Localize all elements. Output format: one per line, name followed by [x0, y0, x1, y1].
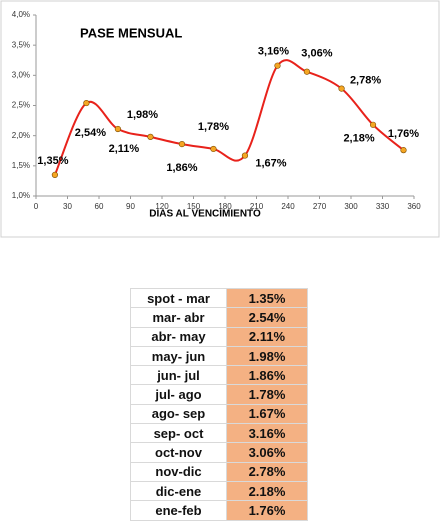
point — [114, 125, 121, 133]
point — [147, 133, 154, 140]
value-cell: 2.11% — [226, 326, 308, 347]
table-row: abr- may 2.11% — [130, 326, 308, 347]
period-cell: ene-feb — [130, 500, 227, 521]
chart: PASE MENSUAL DIAS AL VENCIMIENTO 1,0% 1,5… — [0, 0, 440, 238]
value-label: 3,16% — [258, 46, 289, 58]
value-label: 2,54% — [75, 127, 106, 139]
value-cell: 1.35% — [226, 287, 308, 309]
table-row: jun- jul 1.86% — [130, 365, 308, 386]
table-row: nov-dic 2.78% — [130, 461, 308, 482]
point — [369, 121, 377, 128]
value-label: 1,67% — [255, 157, 286, 169]
x-tick-label: 330 — [376, 202, 390, 211]
table-row: mar- abr 2.54% — [130, 307, 308, 328]
x-tick-label: 210 — [250, 202, 264, 211]
y-tick-label: 3,0% — [12, 70, 30, 79]
value-label: 1,35% — [37, 155, 68, 167]
x-tick-label: 240 — [281, 202, 295, 211]
value-cell: 2.54% — [226, 307, 308, 328]
point — [241, 152, 249, 159]
x-tick-label: 0 — [34, 202, 39, 211]
period-cell: ago- sep — [130, 403, 227, 425]
period-cell: mar- abr — [130, 307, 227, 328]
chart-frame — [0, 0, 440, 238]
period-cell: sep- oct — [130, 423, 227, 444]
value-label: 2,18% — [343, 133, 374, 145]
x-axis-label: DIAS AL VENCIMIENTO — [149, 209, 261, 220]
value-cell: 1.98% — [226, 345, 308, 367]
period-cell: oct-nov — [130, 442, 227, 463]
point — [274, 62, 281, 69]
value-label: 2,78% — [350, 75, 381, 87]
period-cell: abr- may — [130, 326, 227, 347]
table-row: ago- sep 1.67% — [130, 403, 308, 425]
x-tick-label: 270 — [313, 202, 327, 211]
y-tick-label: 1,5% — [12, 161, 30, 170]
table-row: may- jun 1.98% — [130, 345, 308, 367]
value-cell: 1.67% — [226, 403, 308, 425]
value-label: 1,86% — [166, 162, 197, 174]
point — [83, 99, 90, 107]
x-tick-label: 180 — [218, 202, 232, 211]
y-tick-label: 3,5% — [12, 40, 30, 49]
point — [51, 171, 59, 178]
value-label: 2,11% — [109, 143, 140, 155]
x-tick-label: 90 — [126, 202, 135, 211]
value-cell: 1.78% — [226, 384, 308, 405]
table-row: oct-nov 3.06% — [130, 442, 308, 463]
data-table: spot - mar 1.35% mar- abr 2.54% abr- may 2.11… — [130, 287, 308, 521]
value-cell: 1.86% — [226, 365, 308, 386]
value-cell: 2.18% — [226, 480, 308, 502]
value-label: 3,06% — [301, 48, 332, 60]
value-label: 1,98% — [127, 109, 158, 121]
table-row: dic-ene 2.18% — [130, 480, 308, 502]
y-tick-label: 1,0% — [12, 191, 30, 200]
y-tick-label: 4,0% — [12, 10, 30, 19]
period-cell: jun- jul — [130, 365, 227, 386]
point — [338, 85, 345, 92]
period-cell: jul- ago — [130, 384, 227, 405]
x-tick-label: 120 — [155, 202, 169, 211]
period-cell: nov-dic — [130, 461, 227, 482]
table-row: sep- oct 3.16% — [130, 423, 308, 444]
point — [303, 68, 311, 75]
x-tick-label: 360 — [407, 202, 421, 211]
x-tick-label: 60 — [95, 202, 104, 211]
table-row: spot - mar 1.35% — [130, 287, 308, 309]
x-tick-label: 150 — [187, 202, 201, 211]
y-tick-label: 2,0% — [12, 131, 30, 140]
value-cell: 2.78% — [226, 461, 308, 482]
value-label: 1,76% — [388, 128, 419, 140]
period-cell: may- jun — [130, 345, 227, 367]
y-tick-label: 2,5% — [12, 101, 30, 110]
x-tick-label: 30 — [63, 202, 72, 211]
chart-title: PASE MENSUAL — [80, 25, 182, 40]
value-cell: 3.06% — [226, 442, 308, 463]
table-row: jul- ago 1.78% — [130, 384, 308, 405]
value-cell: 3.16% — [226, 423, 308, 444]
table-row: ene-feb 1.76% — [130, 500, 308, 521]
point — [178, 141, 186, 148]
point — [210, 145, 217, 153]
x-tick-label: 300 — [344, 202, 358, 211]
value-cell: 1.76% — [226, 500, 308, 521]
value-label: 1,78% — [198, 121, 229, 133]
period-cell: dic-ene — [130, 480, 227, 502]
period-cell: spot - mar — [130, 287, 227, 309]
point — [400, 147, 407, 154]
